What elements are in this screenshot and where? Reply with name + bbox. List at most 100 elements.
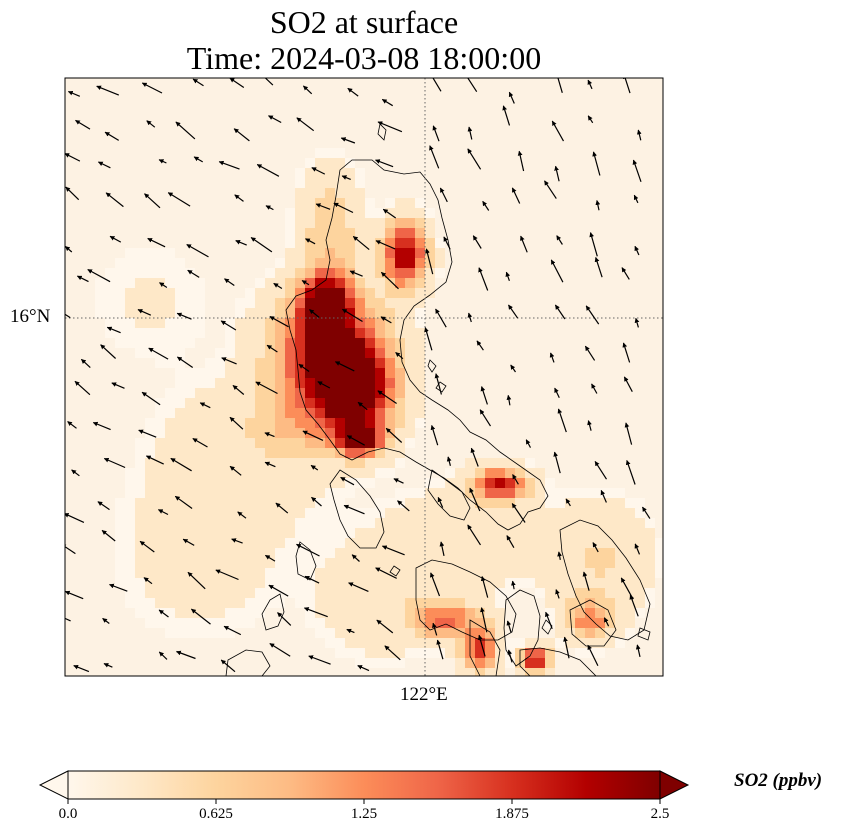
so2-cell bbox=[545, 558, 555, 568]
map-frame bbox=[64, 77, 664, 677]
so2-cell bbox=[385, 608, 395, 618]
so2-cell bbox=[345, 318, 355, 328]
so2-cell bbox=[315, 508, 325, 518]
so2-cell bbox=[205, 608, 215, 618]
so2-cell bbox=[395, 418, 405, 428]
so2-cell bbox=[265, 328, 275, 338]
so2-cell bbox=[365, 528, 375, 538]
so2-cell bbox=[355, 288, 365, 298]
wind-vector-arrow bbox=[555, 78, 563, 93]
so2-cell bbox=[585, 588, 595, 598]
so2-cell bbox=[145, 528, 155, 538]
so2-cell bbox=[175, 408, 185, 418]
so2-cell bbox=[165, 408, 175, 418]
so2-cell bbox=[275, 288, 285, 298]
so2-cell bbox=[425, 498, 435, 508]
so2-cell bbox=[315, 228, 325, 238]
so2-cell bbox=[415, 288, 425, 298]
so2-cell bbox=[415, 558, 425, 568]
so2-cell bbox=[165, 608, 175, 618]
so2-cell bbox=[625, 618, 635, 628]
so2-cell bbox=[415, 388, 425, 398]
so2-cell bbox=[315, 548, 325, 558]
so2-cell bbox=[165, 458, 175, 468]
so2-cell bbox=[375, 258, 385, 268]
so2-cell bbox=[335, 388, 345, 398]
so2-cell bbox=[135, 568, 145, 578]
so2-cell bbox=[255, 318, 265, 328]
so2-cell bbox=[235, 378, 245, 388]
so2-cell bbox=[225, 348, 235, 358]
wind-vector-arrow bbox=[303, 607, 328, 618]
wind-vector-arrow bbox=[71, 469, 80, 477]
so2-cell bbox=[425, 288, 435, 298]
so2-cell bbox=[325, 288, 335, 298]
so2-cell bbox=[175, 348, 185, 358]
so2-cell bbox=[135, 308, 145, 318]
so2-cell bbox=[395, 508, 405, 518]
so2-cell bbox=[525, 668, 535, 676]
so2-cell bbox=[195, 388, 205, 398]
so2-cell bbox=[175, 598, 185, 608]
so2-cell bbox=[385, 568, 395, 578]
so2-cell bbox=[485, 518, 495, 528]
so2-cell bbox=[345, 298, 355, 308]
wind-vector-arrow bbox=[439, 187, 448, 203]
so2-cell bbox=[595, 558, 605, 568]
so2-cell bbox=[625, 578, 635, 588]
so2-cell bbox=[495, 508, 505, 518]
so2-cell bbox=[185, 278, 195, 288]
wind-vector-arrow bbox=[233, 128, 250, 142]
wind-vector-arrow bbox=[269, 642, 291, 657]
wind-vector-arrow bbox=[479, 409, 492, 427]
so2-cell bbox=[325, 448, 335, 458]
so2-cell bbox=[345, 258, 355, 268]
so2-cell bbox=[135, 528, 145, 538]
so2-cell bbox=[335, 158, 345, 168]
so2-cell bbox=[565, 568, 575, 578]
so2-cell bbox=[295, 408, 305, 418]
wind-vector-arrow bbox=[553, 451, 561, 474]
so2-cell bbox=[365, 238, 375, 248]
wind-vector-arrow bbox=[176, 312, 192, 320]
wind-vector-arrow bbox=[641, 506, 651, 519]
so2-cell bbox=[195, 558, 205, 568]
so2-cell bbox=[565, 618, 575, 628]
so2-cell bbox=[315, 268, 325, 278]
so2-cell bbox=[415, 628, 425, 638]
so2-cell bbox=[315, 188, 325, 198]
so2-cell bbox=[295, 338, 305, 348]
so2-cell bbox=[445, 518, 455, 528]
so2-cell bbox=[355, 198, 365, 208]
so2-cell bbox=[455, 468, 465, 478]
so2-cell bbox=[245, 478, 255, 488]
so2-cell bbox=[395, 568, 405, 578]
so2-cell bbox=[615, 578, 625, 588]
so2-cell bbox=[355, 508, 365, 518]
so2-cell bbox=[475, 658, 485, 668]
so2-cell bbox=[405, 648, 415, 658]
so2-cell bbox=[435, 478, 445, 488]
so2-cell bbox=[295, 598, 305, 608]
wind-vector-arrow bbox=[557, 551, 562, 561]
so2-cell bbox=[335, 438, 345, 448]
wind-vector-arrow bbox=[472, 235, 482, 249]
so2-cell bbox=[185, 458, 195, 468]
so2-cell bbox=[325, 568, 335, 578]
so2-cell bbox=[435, 618, 445, 628]
so2-cell bbox=[335, 378, 345, 388]
wind-vector-arrow bbox=[192, 437, 208, 448]
so2-cell bbox=[155, 488, 165, 498]
wind-vector-arrow bbox=[621, 267, 630, 280]
so2-cell bbox=[315, 478, 325, 488]
so2-cell bbox=[395, 558, 405, 568]
so2-cell bbox=[325, 388, 335, 398]
so2-cell bbox=[135, 508, 145, 518]
so2-cell bbox=[175, 298, 185, 308]
so2-cell bbox=[375, 428, 385, 438]
so2-cell bbox=[355, 358, 365, 368]
so2-cell bbox=[415, 248, 425, 258]
so2-cell bbox=[365, 208, 375, 218]
wind-vector-arrow bbox=[305, 238, 316, 245]
so2-cell bbox=[185, 578, 195, 588]
